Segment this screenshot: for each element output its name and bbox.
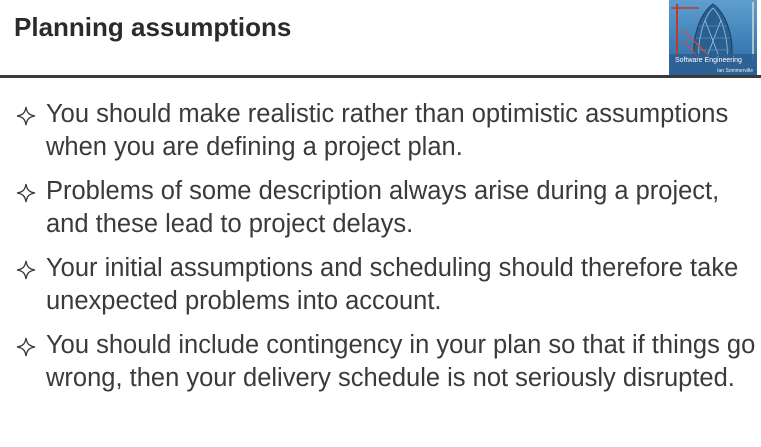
bullet-item: Your initial assumptions and scheduling … <box>0 252 761 318</box>
four-point-star-icon <box>16 183 36 203</box>
book-cover-author: Ian Sommerville <box>717 68 753 74</box>
bullet-item: Problems of some description always aris… <box>0 175 761 241</box>
slide-header: Planning assumptions Software Engineerin… <box>0 0 761 78</box>
bullet-text: Your initial assumptions and scheduling … <box>46 254 739 315</box>
title-divider <box>0 75 761 78</box>
bullet-item: You should include contingency in your p… <box>0 329 761 395</box>
bullet-text: Problems of some description always aris… <box>46 177 720 238</box>
book-cover-title: Software Engineering <box>675 57 742 64</box>
bullet-text: You should include contingency in your p… <box>46 331 756 392</box>
bullet-list: You should make realistic rather than op… <box>0 98 761 406</box>
four-point-star-icon <box>16 260 36 280</box>
bullet-item: You should make realistic rather than op… <box>0 98 761 164</box>
four-point-star-icon <box>16 337 36 357</box>
book-cover-image: Software Engineering Ian Sommerville <box>669 0 757 78</box>
four-point-star-icon <box>16 106 36 126</box>
bullet-text: You should make realistic rather than op… <box>46 100 729 161</box>
gherkin-building-icon <box>669 2 757 78</box>
slide-title: Planning assumptions <box>14 12 292 42</box>
